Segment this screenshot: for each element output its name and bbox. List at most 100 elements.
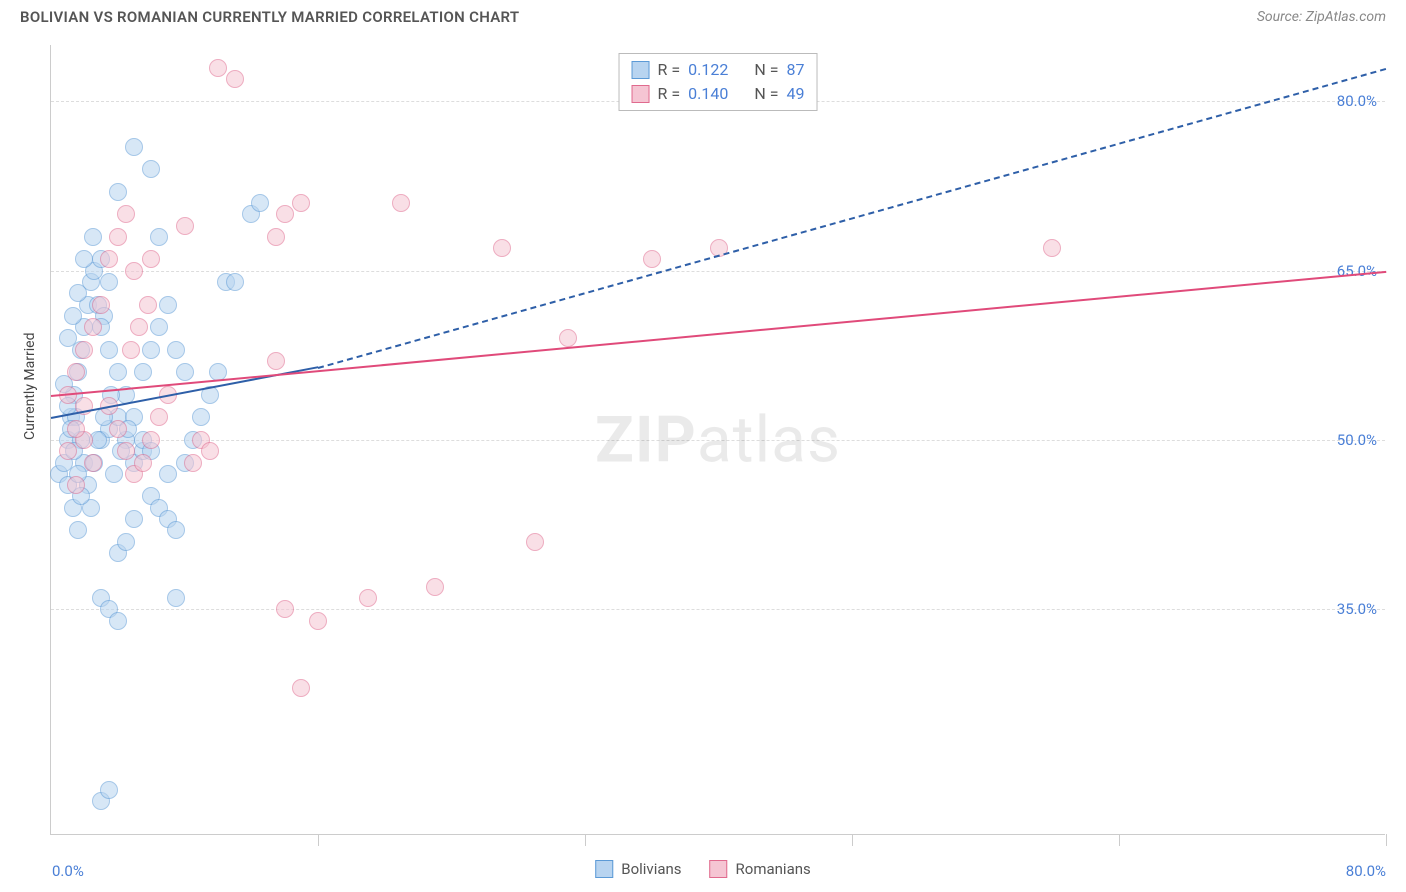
n-label: N =: [754, 58, 778, 82]
data-point: [100, 341, 118, 359]
data-point: [67, 420, 85, 438]
data-point: [201, 442, 219, 460]
data-point: [167, 341, 185, 359]
data-point: [292, 679, 310, 697]
data-point: [69, 521, 87, 539]
data-point: [167, 589, 185, 607]
data-point: [84, 228, 102, 246]
data-point: [192, 408, 210, 426]
gridline: [51, 440, 1385, 441]
chart-title: BOLIVIAN VS ROMANIAN CURRENTLY MARRIED C…: [20, 8, 519, 26]
data-point: [109, 183, 127, 201]
legend-swatch: [595, 860, 613, 878]
data-point: [75, 341, 93, 359]
r-label: R =: [658, 58, 681, 82]
data-point: [109, 612, 127, 630]
data-point: [122, 341, 140, 359]
data-point: [67, 363, 85, 381]
data-point: [75, 250, 93, 268]
data-point: [117, 533, 135, 551]
y-tick-label: 35.0%: [1337, 600, 1377, 618]
source-label: Source: ZipAtlas.com: [1257, 9, 1386, 25]
chart-plot-area: ZIPatlas R =0.122N =87R =0.140N =49 80.0…: [50, 45, 1385, 835]
data-point: [125, 138, 143, 156]
data-point: [109, 228, 127, 246]
data-point: [150, 318, 168, 336]
data-point: [159, 465, 177, 483]
data-point: [67, 476, 85, 494]
data-point: [130, 318, 148, 336]
data-point: [392, 194, 410, 212]
data-point: [117, 205, 135, 223]
data-point: [92, 296, 110, 314]
y-tick-label: 80.0%: [1337, 92, 1377, 110]
data-point: [100, 273, 118, 291]
data-point: [559, 329, 577, 347]
legend-swatch: [632, 61, 650, 79]
data-point: [276, 600, 294, 618]
data-point: [209, 59, 227, 77]
x-axis-end-label: 80.0%: [1346, 862, 1386, 880]
data-point: [100, 781, 118, 799]
data-point: [142, 431, 160, 449]
data-point: [150, 408, 168, 426]
data-point: [100, 250, 118, 268]
data-point: [134, 363, 152, 381]
data-point: [150, 228, 168, 246]
n-value: 87: [786, 58, 804, 82]
gridline: [51, 271, 1385, 272]
r-value: 0.140: [688, 82, 728, 106]
legend-row: R = 0.122 N = 87: [632, 58, 805, 82]
data-point: [167, 521, 185, 539]
data-point: [292, 194, 310, 212]
n-value: 49: [786, 82, 804, 106]
data-point: [125, 262, 143, 280]
data-point: [493, 239, 511, 257]
data-point: [84, 454, 102, 472]
data-point: [309, 612, 327, 630]
legend-item: Bolivians: [595, 860, 681, 878]
data-point: [643, 250, 661, 268]
x-axis-start-label: 0.0%: [52, 862, 84, 880]
x-tick: [852, 834, 853, 846]
data-point: [139, 296, 157, 314]
legend-bottom: Bolivians Romanians: [595, 860, 811, 878]
y-axis-label: Currently Married: [22, 333, 38, 440]
data-point: [84, 318, 102, 336]
trend-line-dashed: [318, 68, 1387, 369]
data-point: [109, 363, 127, 381]
legend-swatch: [710, 860, 728, 878]
trend-line: [51, 271, 1386, 397]
data-point: [117, 442, 135, 460]
data-point: [69, 284, 87, 302]
data-point: [142, 341, 160, 359]
data-point: [105, 465, 123, 483]
legend-row: R = 0.140 N = 49: [632, 82, 805, 106]
legend-label: Bolivians: [621, 860, 681, 878]
data-point: [125, 510, 143, 528]
data-point: [526, 533, 544, 551]
legend-top-box: R = 0.122 N = 87 R = 0.140 N = 49: [619, 53, 818, 111]
n-label: N =: [754, 82, 778, 106]
x-tick: [1119, 834, 1120, 846]
legend-item: Romanians: [710, 860, 811, 878]
r-value: 0.122: [688, 58, 728, 82]
data-point: [159, 296, 177, 314]
x-tick: [585, 834, 586, 846]
data-point: [226, 273, 244, 291]
data-point: [142, 250, 160, 268]
legend-swatch: [632, 85, 650, 103]
data-point: [59, 442, 77, 460]
data-point: [176, 217, 194, 235]
data-point: [64, 307, 82, 325]
r-label: R =: [658, 82, 681, 106]
data-point: [426, 578, 444, 596]
data-point: [267, 228, 285, 246]
data-point: [142, 160, 160, 178]
data-point: [276, 205, 294, 223]
y-tick-label: 65.0%: [1337, 262, 1377, 280]
x-tick: [1386, 834, 1387, 846]
data-point: [176, 363, 194, 381]
data-point: [109, 420, 127, 438]
data-point: [184, 454, 202, 472]
